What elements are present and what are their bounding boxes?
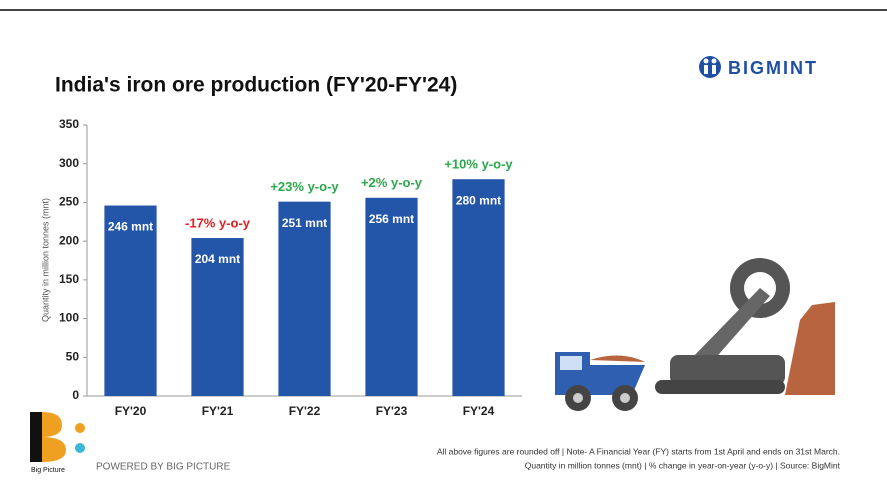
note: All above figures are rounded off | Note… bbox=[437, 446, 840, 456]
value-label: 204 mnt bbox=[195, 252, 240, 266]
y-tick-label: 200 bbox=[59, 233, 79, 247]
bar bbox=[191, 238, 244, 396]
change-label: +2% y-o-y bbox=[361, 175, 423, 190]
y-tick-label: 350 bbox=[59, 117, 79, 131]
bar bbox=[452, 179, 505, 396]
y-tick-label: 50 bbox=[66, 349, 80, 363]
chart-title: India's iron ore production (FY'20-FY'24… bbox=[55, 74, 457, 97]
x-tick-label: FY'20 bbox=[115, 404, 147, 418]
y-tick-label: 100 bbox=[59, 311, 79, 325]
footer-logo bbox=[30, 412, 85, 462]
bar bbox=[278, 201, 331, 396]
value-label: 280 mnt bbox=[456, 193, 501, 207]
y-axis-label: Quantity in million tonnes (mnt) bbox=[40, 198, 50, 322]
mining-illustration bbox=[555, 258, 835, 411]
bar bbox=[104, 205, 157, 396]
y-tick-label: 300 bbox=[59, 156, 79, 170]
x-tick-label: FY'24 bbox=[463, 404, 495, 418]
change-label: -17% y-o-y bbox=[185, 215, 251, 230]
x-tick-label: FY'23 bbox=[376, 404, 408, 418]
y-tick-label: 150 bbox=[59, 272, 79, 286]
note: Quantity in million tonnes (mnt) | % cha… bbox=[525, 460, 841, 470]
value-label: 246 mnt bbox=[108, 220, 153, 234]
change-label: +23% y-o-y bbox=[270, 179, 339, 194]
value-label: 251 mnt bbox=[282, 216, 327, 230]
brand-name: BIGMINT bbox=[728, 58, 818, 78]
bar bbox=[365, 197, 418, 396]
change-label: +10% y-o-y bbox=[444, 157, 513, 172]
brand-logo: BIGMINT bbox=[699, 56, 818, 78]
x-tick-label: FY'21 bbox=[202, 404, 234, 418]
y-tick-label: 250 bbox=[59, 195, 79, 209]
value-label: 256 mnt bbox=[369, 212, 414, 226]
footer-brand: Big Picture bbox=[31, 467, 65, 474]
powered-by: POWERED BY BIG PICTURE bbox=[96, 462, 231, 473]
y-tick-label: 0 bbox=[72, 388, 79, 402]
x-tick-label: FY'22 bbox=[289, 404, 321, 418]
